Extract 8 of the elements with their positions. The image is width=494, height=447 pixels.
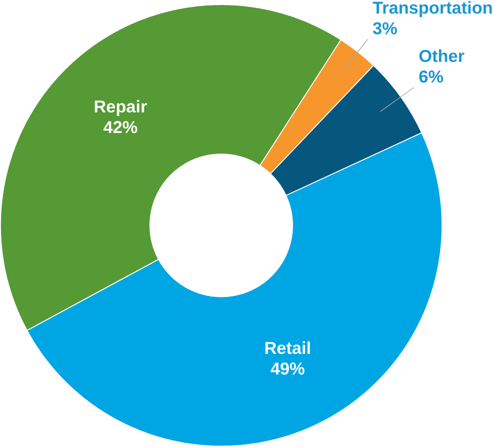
data-label: 6% — [419, 70, 444, 83]
slice-label: Other — [419, 50, 464, 62]
data-label: 3% — [372, 22, 397, 35]
slice-label: Retail — [265, 342, 310, 354]
data-label: 42% — [104, 121, 138, 134]
slice-label: Repair — [94, 100, 147, 116]
data-label: 49% — [270, 362, 304, 375]
slice-label: Transportation — [372, 1, 492, 18]
